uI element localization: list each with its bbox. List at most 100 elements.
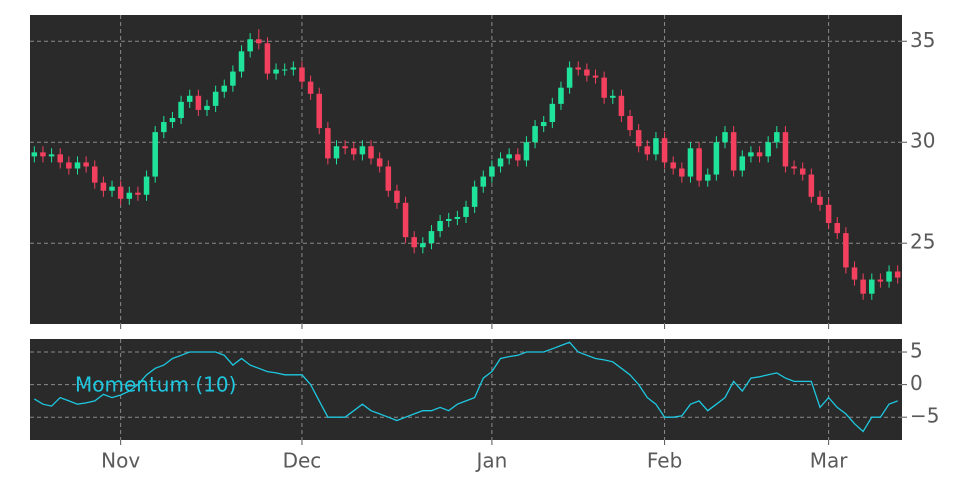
candle-body [117, 186, 124, 199]
candle-body [454, 216, 461, 219]
price-panel [30, 15, 902, 324]
y-tick-label: 0 [910, 371, 923, 395]
candle-body [204, 105, 210, 110]
candle-body [687, 148, 694, 177]
candle-body [221, 85, 228, 92]
momentum-panel [30, 339, 902, 440]
candle-body [31, 152, 38, 157]
candle-body [247, 39, 253, 52]
candle-body [480, 176, 487, 187]
y-tick-label: 30 [910, 129, 935, 153]
candle-body [782, 132, 789, 167]
candle-body [661, 138, 668, 163]
candle-body [886, 271, 892, 282]
candle-body [679, 168, 685, 177]
candle-body [428, 231, 435, 244]
candle-body [610, 95, 616, 98]
candle-body [135, 192, 141, 195]
candle-body [359, 146, 366, 155]
candle-body [109, 186, 115, 191]
candle-body [325, 128, 331, 159]
candle-body [471, 186, 478, 207]
candle-body [523, 142, 530, 161]
candle-body [178, 101, 184, 118]
momentum-line [33, 341, 898, 433]
candle-body [540, 122, 547, 127]
candle-body [152, 132, 158, 177]
candle-body [584, 69, 590, 76]
y-tick-label: 5 [910, 339, 923, 363]
candle-body [437, 221, 443, 232]
candle-body [316, 93, 322, 129]
candle-body [515, 154, 521, 161]
candle-body [618, 95, 625, 116]
candle-body [230, 71, 236, 86]
candle-body [402, 202, 409, 238]
candle-body [774, 132, 780, 143]
candle-body [756, 152, 763, 157]
candle-body [877, 279, 884, 282]
candle-body [566, 67, 573, 88]
candle-body [290, 67, 297, 70]
candle-body [376, 158, 383, 167]
x-tick-label: Jan [474, 449, 507, 473]
candle-body [342, 146, 348, 149]
candle-body [549, 103, 556, 123]
candle-body [273, 69, 279, 74]
x-tick-label: Mar [810, 449, 849, 473]
y-tick-label: −5 [910, 404, 939, 428]
candle-body [83, 162, 89, 167]
candle-body [238, 51, 245, 72]
candle-body [489, 166, 495, 177]
candle-body [66, 162, 72, 169]
candle-body [186, 95, 193, 102]
candle-body [808, 174, 815, 197]
candle-body [748, 152, 754, 157]
candle-body [497, 158, 504, 167]
candle-body [739, 156, 746, 171]
candle-body [40, 152, 46, 157]
candle-body [350, 148, 357, 155]
candle-body [722, 132, 728, 143]
candle-body [860, 279, 866, 294]
candle-body [143, 176, 150, 195]
legend-label: Momentum (10) [75, 373, 236, 397]
candle-body [851, 267, 858, 280]
candle-body [212, 91, 219, 106]
candle-body [91, 166, 98, 183]
candle-body [635, 130, 642, 147]
candle-body [368, 146, 374, 159]
candle-body [713, 142, 720, 175]
candle-body [445, 218, 452, 221]
candle-body [817, 196, 823, 205]
candle-body [57, 154, 63, 163]
candle-body [532, 126, 538, 143]
candle-body [558, 87, 564, 104]
candle-body [161, 122, 167, 133]
candle-body [704, 174, 711, 181]
candle-body [169, 118, 176, 123]
candle-body [825, 204, 832, 224]
candle-body [843, 233, 849, 268]
candle-body [670, 162, 676, 169]
candle-body [333, 146, 340, 159]
candle-body [730, 132, 737, 171]
y-tick-label: 25 [910, 230, 935, 254]
candle-body [256, 39, 262, 44]
candle-body [894, 271, 901, 278]
candle-body [394, 190, 400, 203]
candle-body [644, 146, 651, 155]
x-tick-label: Feb [647, 449, 682, 473]
candle-body [653, 138, 659, 155]
candle-body [126, 192, 133, 199]
candle-body [799, 168, 806, 175]
candle-body [385, 166, 392, 191]
candle-body [463, 206, 469, 217]
candle-body [420, 243, 426, 248]
candle-body [264, 43, 271, 74]
candle-body [834, 223, 841, 234]
x-tick-label: Nov [101, 449, 140, 473]
candle-body [299, 67, 305, 82]
